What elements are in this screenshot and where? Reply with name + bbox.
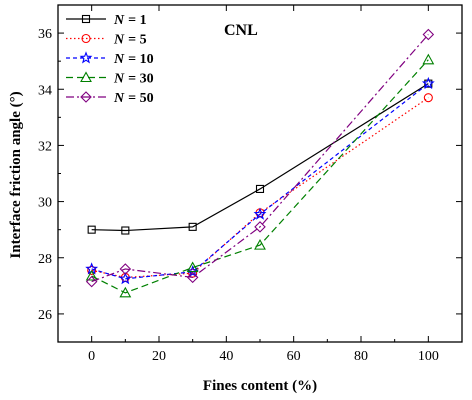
series-line [91, 97, 429, 279]
legend-marker [80, 71, 92, 83]
data-point [255, 184, 265, 193]
y-tick-label: 28 [38, 252, 52, 267]
data-point [121, 226, 130, 235]
legend-item: N = 1 [66, 13, 147, 28]
data-point [254, 238, 266, 250]
legend-label: N = 10 [113, 52, 154, 67]
legend-marker [79, 51, 93, 64]
data-point [422, 28, 435, 41]
series-2 [87, 93, 433, 282]
legend: N = 1N = 5N = 10N = 30N = 50 [66, 13, 154, 106]
legend-value: = 5 [128, 33, 146, 48]
legend-label: N = 50 [113, 91, 154, 106]
y-tick-label: 36 [38, 27, 52, 42]
x-tick-label: 40 [219, 349, 233, 364]
legend-symbol: N [113, 52, 125, 67]
series-line [91, 34, 429, 283]
data-point [87, 265, 97, 275]
y-tick-label: 30 [38, 196, 52, 211]
series-3 [85, 76, 435, 285]
series-line [91, 83, 429, 232]
series-line [91, 83, 429, 280]
data-point [188, 222, 197, 231]
legend-label: N = 30 [113, 72, 154, 87]
chart-title: CNL [224, 22, 258, 39]
legend-symbol: N [113, 91, 125, 106]
y-axis-title: Interface friction angle (°) [8, 91, 24, 258]
series-5 [85, 28, 435, 288]
legend-marker [81, 14, 91, 24]
legend-label: N = 5 [113, 33, 147, 48]
x-tick-label: 80 [354, 349, 368, 364]
data-point [118, 272, 132, 285]
x-tick-label: 20 [152, 349, 166, 364]
legend-item: N = 30 [66, 71, 154, 87]
legend-symbol: N [113, 33, 125, 48]
legend-value: = 10 [128, 52, 153, 67]
data-point [186, 271, 199, 284]
legend-value: = 1 [128, 13, 146, 28]
data-point [87, 225, 96, 234]
data-point [423, 93, 433, 103]
data-point [253, 207, 267, 220]
legend-symbol: N [113, 72, 125, 87]
data-point [119, 286, 132, 298]
y-tick-label: 26 [38, 308, 52, 323]
legend-marker [80, 91, 92, 103]
legend-label: N = 1 [113, 13, 147, 28]
data-point [421, 76, 435, 90]
data-point [85, 275, 98, 288]
legend-value: = 50 [128, 91, 153, 106]
axes: 0 20 40 60 80 100 26 28 30 32 34 36 [38, 4, 463, 364]
data-point [85, 269, 98, 281]
y-tick-label: 32 [38, 139, 52, 154]
legend-item: N = 5 [66, 33, 147, 48]
y-tick-label: 34 [38, 83, 52, 98]
legend-marker [81, 33, 91, 44]
data-point [422, 53, 435, 65]
x-axis-title: Fines content (%) [203, 378, 317, 394]
series-4 [85, 53, 435, 298]
legend-item: N = 50 [66, 91, 154, 106]
legend-symbol: N [113, 13, 125, 28]
data-point [119, 263, 132, 275]
legend-value: = 30 [128, 72, 153, 87]
x-tick-label: 0 [88, 349, 95, 364]
series-layer [85, 28, 435, 298]
data-point [254, 221, 266, 233]
x-tick-label: 100 [418, 349, 439, 364]
legend-item: N = 10 [66, 51, 154, 67]
series-line [91, 59, 429, 294]
data-point [186, 261, 199, 273]
x-tick-label: 60 [287, 349, 301, 364]
